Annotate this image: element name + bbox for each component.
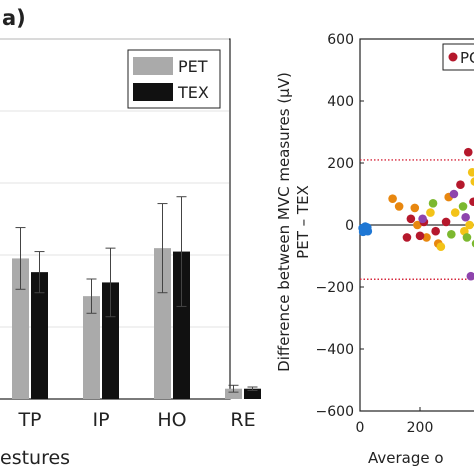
scatter-point <box>441 217 451 227</box>
scatter-y-axis-label: Difference between MVC measures (μV) <box>275 72 293 372</box>
legend-label-pet: PET <box>178 57 208 76</box>
scatter-point <box>449 189 459 199</box>
bar-x-axis-label: estures <box>0 447 70 469</box>
bar-tex-re <box>244 388 261 399</box>
scatter-point <box>363 223 372 232</box>
bar-x-tick-label: TP <box>17 409 41 431</box>
panel-label: a) <box>2 6 26 30</box>
scatter-point <box>466 271 474 281</box>
scatter-y-tick-label: −200 <box>316 280 354 296</box>
error-bar-pet-tp <box>15 227 26 290</box>
bars-layer <box>12 196 261 399</box>
scatter-y-tick-label: 200 <box>327 156 354 172</box>
scatter-y-tick-labels: 600 400 200 0 −200 −400 −600 <box>316 32 364 420</box>
scatter-point <box>436 242 446 251</box>
legend-marker-pc <box>448 52 458 62</box>
bar-x-tick-label: IP <box>92 409 109 431</box>
bar-chart-panel: a) TP IP HO RE estures PET TEX <box>0 6 261 469</box>
scatter-legend-box <box>442 43 474 71</box>
scatter-y-tick-label: 600 <box>327 32 354 48</box>
scatter-point <box>447 230 456 239</box>
error-bar-tex-tp <box>34 251 45 294</box>
scatter-point <box>402 233 412 242</box>
scatter-x-tick-label: 0 <box>356 420 365 436</box>
scatter-point <box>394 202 404 211</box>
scatter-point <box>450 208 460 217</box>
scatter-point <box>471 239 474 248</box>
scatter-point <box>388 194 397 203</box>
scatter-point <box>470 177 474 186</box>
legend-swatch-pet <box>133 57 173 75</box>
scatter-y-tick-label: −600 <box>316 404 354 420</box>
error-bar-pet-ho <box>157 203 168 294</box>
scatter-y-tick-label: 0 <box>345 218 354 234</box>
scatter-point <box>431 226 440 236</box>
scatter-points-layer <box>358 147 474 281</box>
bar-x-tick-labels: TP IP HO RE <box>17 409 255 431</box>
bar-tex-tp <box>31 272 48 399</box>
legend-label-pc: PC <box>460 49 474 67</box>
scatter-y-tick-label: 400 <box>327 94 354 110</box>
scatter-chart-panel: Difference between MVC measures (μV) PET… <box>275 32 474 467</box>
error-bar-tex-ho <box>176 196 187 307</box>
scatter-x-tick-label: 200 <box>407 420 434 436</box>
scatter-point <box>426 208 435 217</box>
bar-pet-ho <box>154 248 171 399</box>
scatter-point <box>467 168 474 177</box>
scatter-point <box>410 203 420 213</box>
scatter-point <box>418 214 427 224</box>
scatter-x-tick-labels: 02004 <box>356 407 434 436</box>
error-bar-pet-ip <box>86 278 97 314</box>
scatter-point <box>413 220 422 230</box>
scatter-point <box>469 197 474 207</box>
scatter-legend: PC <box>442 43 474 71</box>
bar-pet-tp <box>12 258 29 399</box>
error-bar-tex-ip <box>105 247 116 318</box>
scatter-point <box>406 214 416 224</box>
bar-pet-ip <box>83 296 100 399</box>
scatter-y-tick-label: −400 <box>316 342 354 358</box>
bar-tex-ho <box>173 251 190 399</box>
scatter-point <box>463 147 473 157</box>
scatter-y-axis-label-2: PET – TEX <box>294 185 312 259</box>
error-bar-tex-re <box>247 386 258 391</box>
scatter-point <box>456 180 465 189</box>
legend-swatch-tex <box>133 83 173 101</box>
bar-x-tick-label: HO <box>157 409 186 431</box>
scatter-point <box>422 233 431 242</box>
scatter-point <box>465 220 474 230</box>
bar-x-tick-label: RE <box>230 409 255 431</box>
scatter-point <box>461 212 470 222</box>
scatter-x-axis-label: Average o <box>368 449 444 467</box>
bar-tex-ip <box>102 282 119 399</box>
scatter-point <box>428 199 438 208</box>
bar-pet-re <box>225 388 242 399</box>
scatter-point <box>458 202 468 211</box>
scatter-point <box>462 233 472 242</box>
bar-legend: PET TEX <box>127 49 221 109</box>
legend-label-tex: TEX <box>177 83 209 102</box>
scatter-point <box>415 231 425 241</box>
error-bar-pet-re <box>228 384 239 393</box>
